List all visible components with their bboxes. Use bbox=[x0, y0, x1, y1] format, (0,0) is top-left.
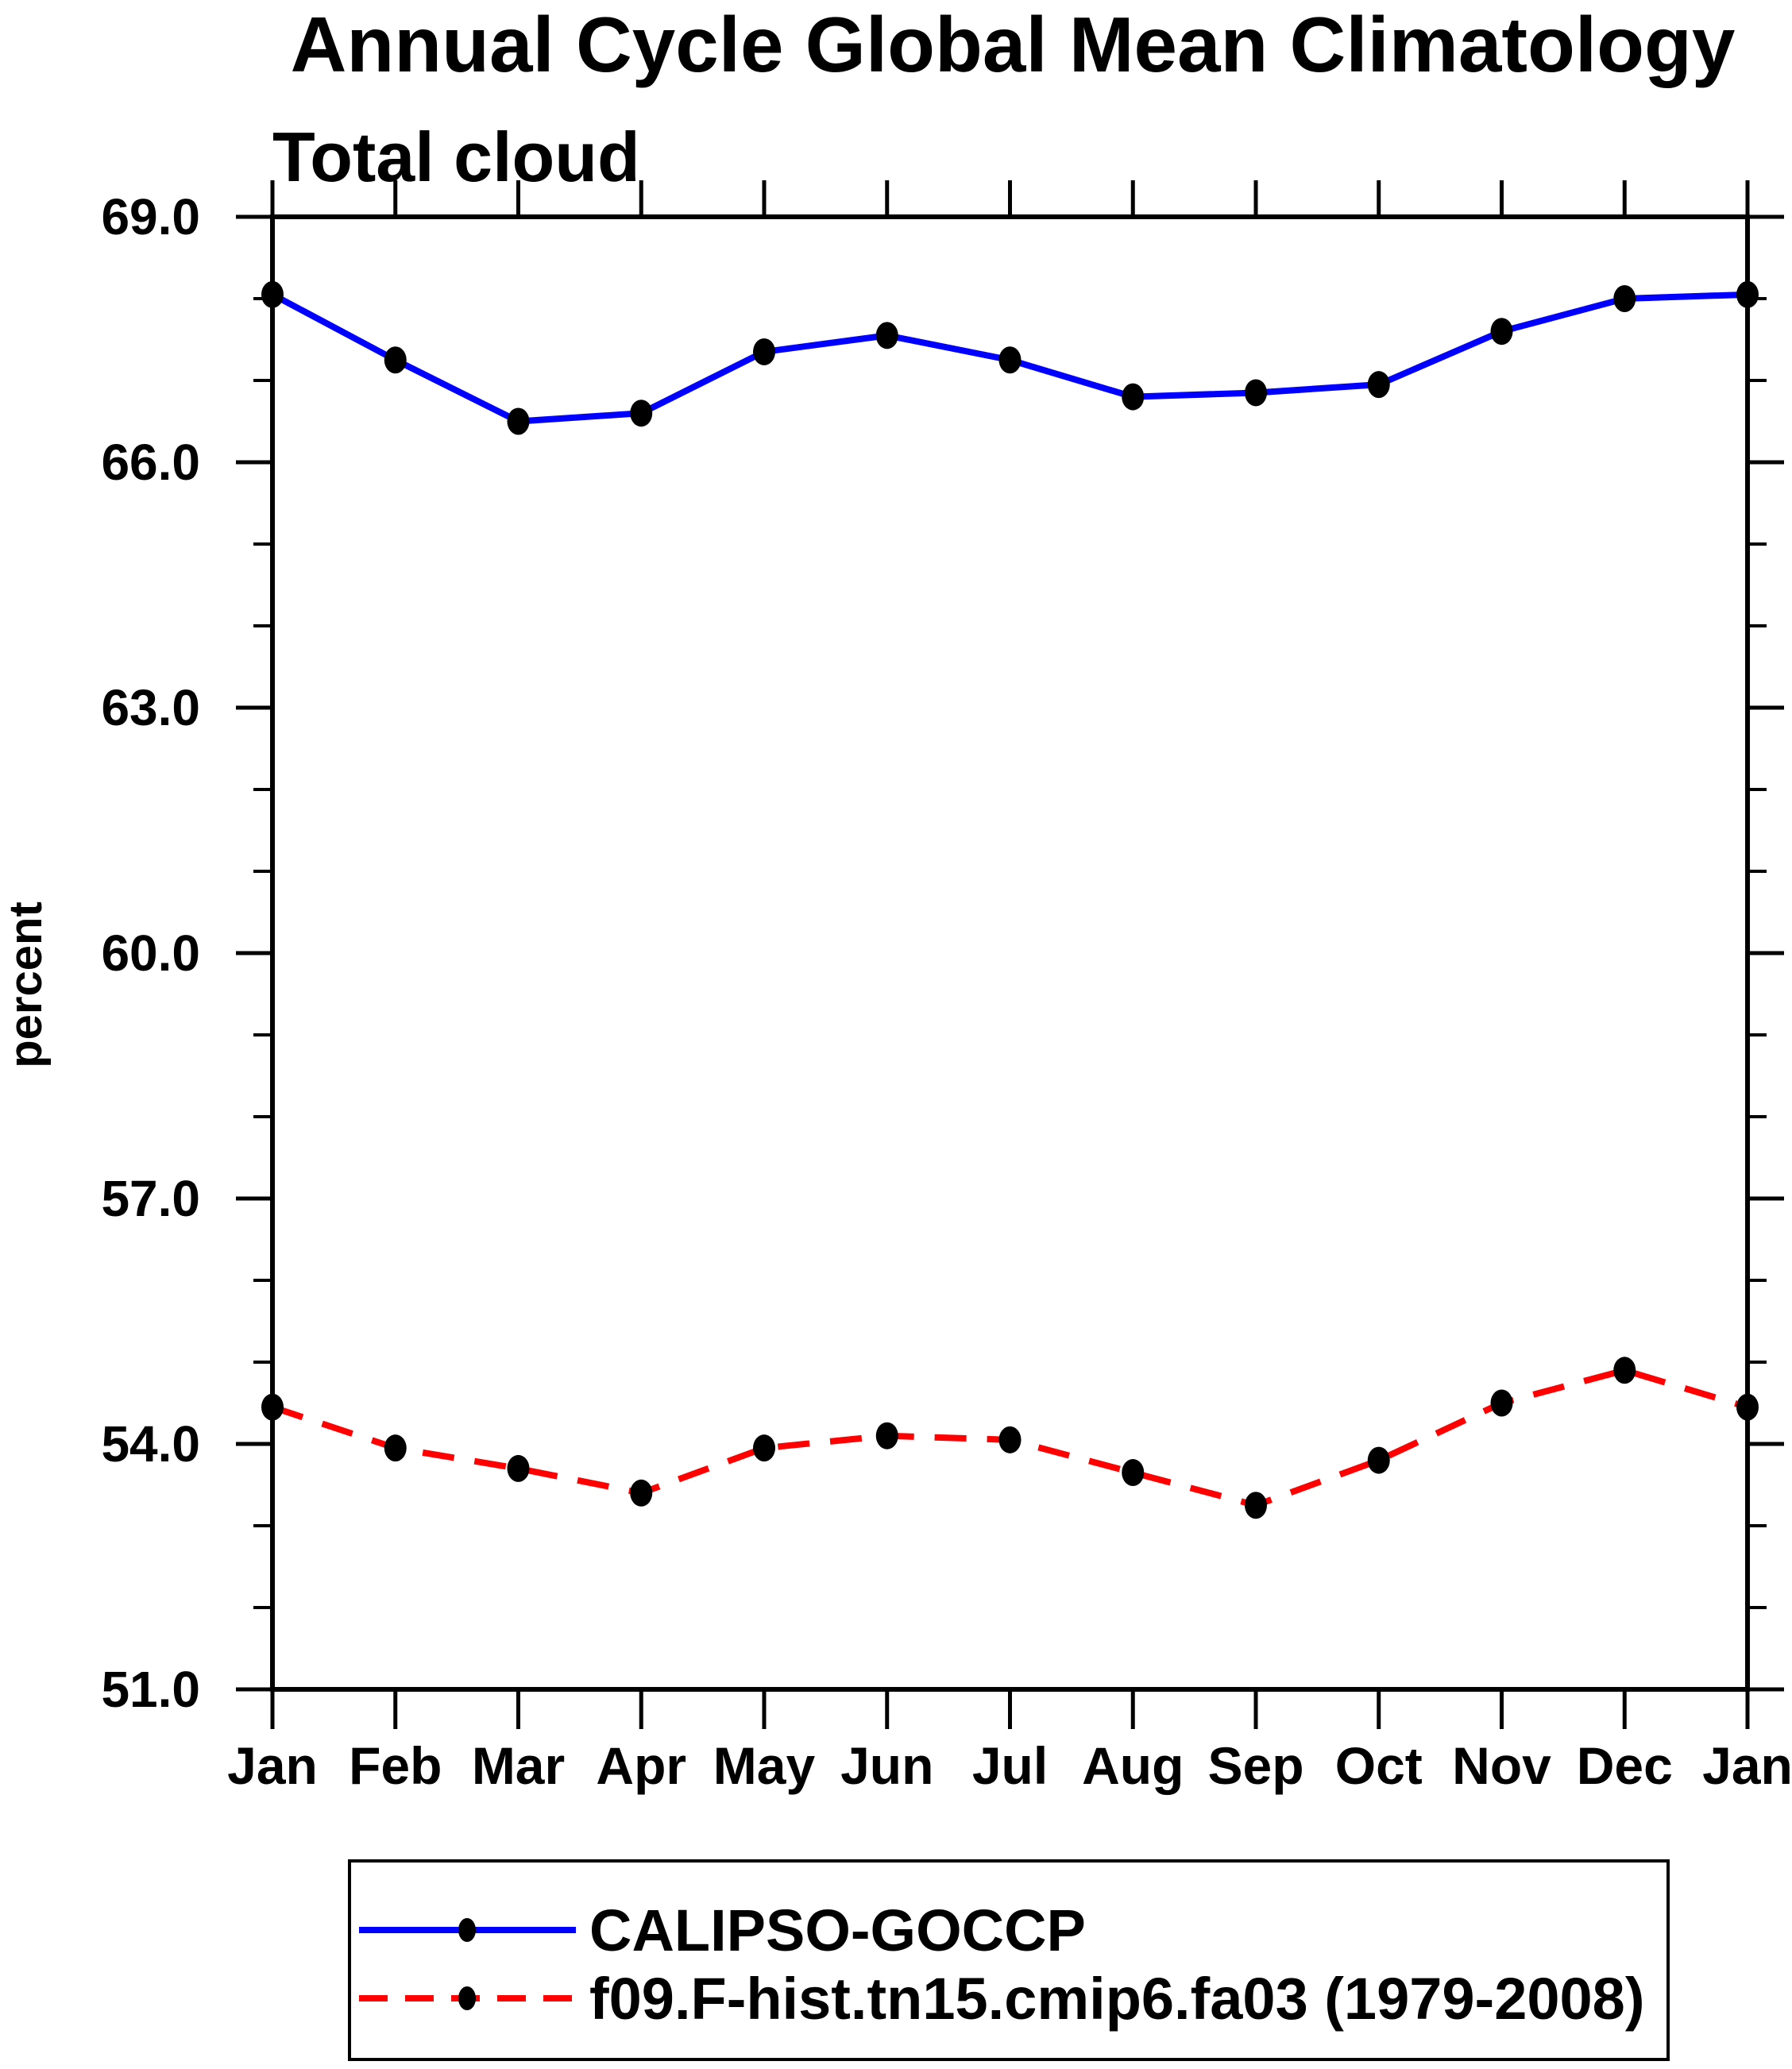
x-tick-label: Oct bbox=[1335, 1736, 1423, 1795]
y-tick-label: 69.0 bbox=[101, 188, 200, 245]
legend-label: CALIPSO-GOCCP bbox=[589, 1897, 1086, 1963]
legend-box bbox=[348, 1859, 1670, 2061]
data-point-marker bbox=[1245, 1492, 1267, 1519]
x-tick-label: Mar bbox=[472, 1736, 565, 1795]
y-tick-label: 63.0 bbox=[101, 679, 200, 736]
data-point-marker bbox=[875, 1422, 898, 1449]
data-point-marker bbox=[1122, 383, 1145, 411]
y-tick-label: 54.0 bbox=[101, 1415, 200, 1473]
x-tick-label: Apr bbox=[596, 1736, 686, 1795]
data-point-marker bbox=[384, 1434, 407, 1462]
data-point-marker bbox=[753, 338, 775, 365]
y-tick-label: 66.0 bbox=[101, 434, 200, 491]
x-tick-label: Jan bbox=[227, 1736, 318, 1795]
data-point-marker bbox=[261, 1393, 284, 1421]
data-point-marker bbox=[998, 346, 1022, 374]
data-point-marker bbox=[1245, 379, 1267, 407]
x-tick-label: Feb bbox=[349, 1736, 442, 1795]
data-point-marker bbox=[875, 322, 898, 349]
data-point-marker bbox=[1613, 1357, 1636, 1384]
plot-frame bbox=[270, 214, 1750, 1692]
y-tick-label: 51.0 bbox=[101, 1661, 200, 1718]
x-tick-label: Nov bbox=[1452, 1736, 1551, 1795]
data-point-marker bbox=[753, 1434, 775, 1462]
x-tick-label: May bbox=[713, 1736, 816, 1795]
data-point-marker bbox=[1490, 1389, 1513, 1417]
data-point-marker bbox=[507, 407, 530, 435]
x-tick-label: Jan bbox=[1702, 1736, 1792, 1795]
x-tick-label: Sep bbox=[1207, 1736, 1303, 1795]
data-point-marker bbox=[998, 1426, 1022, 1453]
y-tick-label: 60.0 bbox=[101, 924, 200, 982]
axes: Jan Feb Mar Apr May Jun Jul Aug Sep Oct Nov Dec Jan 5… bbox=[101, 180, 1792, 1795]
y-axis-label: percent bbox=[0, 901, 52, 1068]
x-tick-label: Aug bbox=[1082, 1736, 1184, 1795]
data-point-marker bbox=[261, 280, 284, 308]
chart-subtitle: Total cloud bbox=[272, 118, 640, 196]
data-point-marker bbox=[1367, 1446, 1390, 1474]
data-point-marker bbox=[384, 346, 407, 374]
y-tick-label: 57.0 bbox=[101, 1170, 200, 1227]
x-tick-label: Dec bbox=[1577, 1736, 1673, 1795]
x-tick-label: Jul bbox=[972, 1736, 1048, 1795]
data-point-marker bbox=[1736, 280, 1759, 308]
legend-label: f09.F-hist.tn15.cmip6.fa03 (1979-2008) bbox=[589, 1966, 1644, 2032]
data-point-marker bbox=[507, 1454, 530, 1482]
x-tick-label: Jun bbox=[840, 1736, 933, 1795]
data-series bbox=[261, 280, 1759, 1519]
data-point-marker bbox=[1490, 318, 1513, 345]
data-point-marker bbox=[1122, 1459, 1145, 1487]
legend-marker bbox=[458, 1986, 476, 2010]
chart-title: Annual Cycle Global Mean Climatology bbox=[291, 1, 1736, 88]
data-point-marker bbox=[1736, 1393, 1759, 1421]
legend-marker bbox=[458, 1918, 476, 1942]
data-point-marker bbox=[630, 400, 653, 427]
legend: CALIPSO-GOCCPf09.F-hist.tn15.cmip6.fa03 … bbox=[348, 1859, 1670, 2061]
data-point-marker bbox=[1367, 371, 1390, 399]
data-point-marker bbox=[1613, 285, 1636, 312]
data-point-marker bbox=[630, 1479, 653, 1507]
